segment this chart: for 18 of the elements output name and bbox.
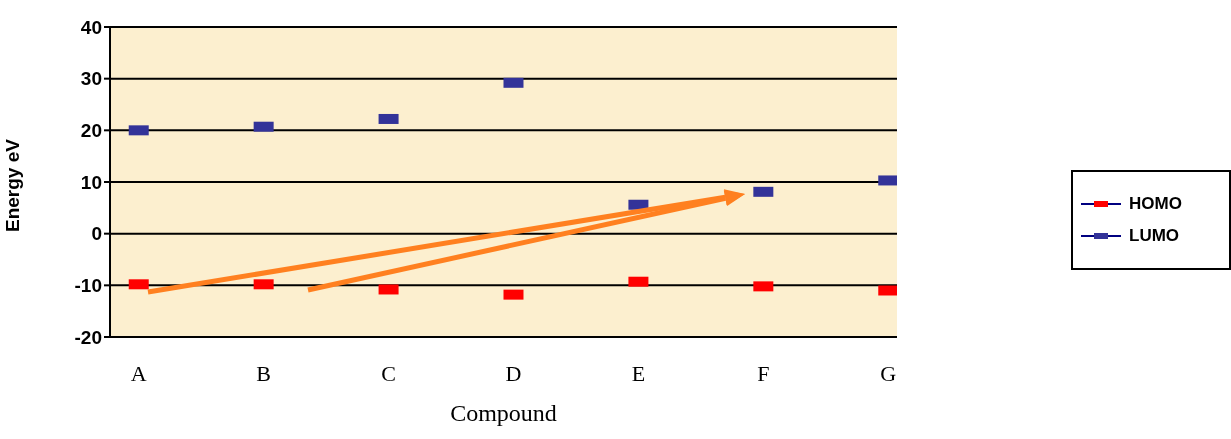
x-tick-label: B xyxy=(256,360,271,386)
legend-label: LUMO xyxy=(1129,225,1180,246)
x-tick-label: G xyxy=(880,360,897,386)
x-tick-label: D xyxy=(505,360,522,386)
y-axis-title: Energy eV xyxy=(1,138,23,232)
y-tick-label: 30 xyxy=(80,68,102,90)
y-tick-label: 10 xyxy=(80,171,102,193)
x-axis-title: Compound xyxy=(450,400,557,426)
x-tick-label: E xyxy=(631,360,646,386)
x-tick-label: F xyxy=(757,360,770,386)
y-tick-label: 40 xyxy=(80,16,102,38)
y-tick-label: -10 xyxy=(74,275,102,297)
legend-label: HOMO xyxy=(1129,193,1182,214)
y-tick-label: -20 xyxy=(74,326,102,348)
x-tick-label: C xyxy=(381,360,396,386)
y-tick-label: 0 xyxy=(91,223,102,245)
x-tick-label: A xyxy=(130,360,147,386)
y-tick-label: 20 xyxy=(80,120,102,142)
